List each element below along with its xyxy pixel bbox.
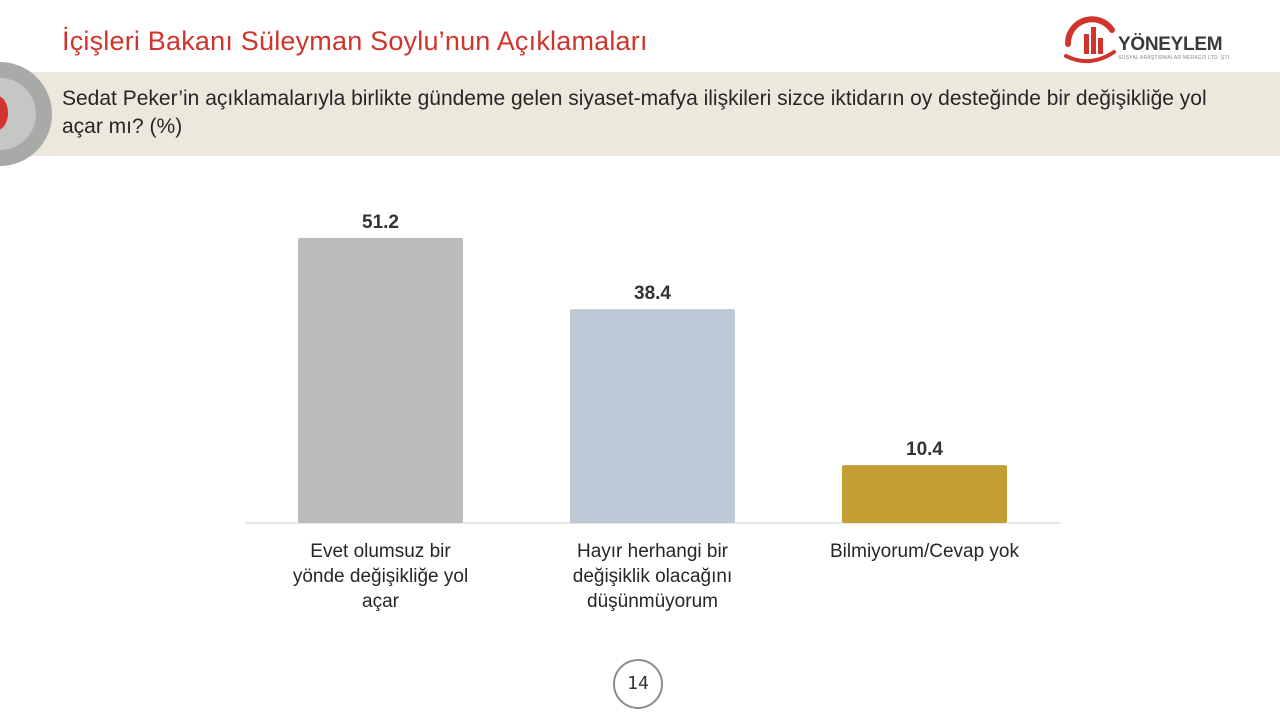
category-label-2: Bilmiyorum/Cevap yok bbox=[830, 541, 1019, 562]
category-label-line: açar bbox=[362, 591, 400, 612]
category-label-line: Hayır herhangi bir bbox=[577, 541, 729, 562]
category-label-line: düşünmüyorum bbox=[587, 591, 718, 612]
slide-title: İçişleri Bakanı Süleyman Soylu’nun Açıkl… bbox=[62, 26, 648, 56]
bar-value-label-1: 38.4 bbox=[634, 283, 671, 304]
page-number: 14 bbox=[613, 659, 663, 709]
category-label-0: Evet olumsuz bir yönde değişikliğe yol aça… bbox=[293, 541, 468, 612]
question-text: Sedat Peker’in açıklamalarıyla birlikte … bbox=[62, 87, 1207, 138]
category-label-line: Bilmiyorum/Cevap yok bbox=[830, 541, 1019, 562]
category-label-line: değişiklik olacağını bbox=[573, 566, 732, 587]
bar-0 bbox=[298, 237, 463, 524]
bar-2 bbox=[842, 465, 1007, 523]
category-label-line: Evet olumsuz bir bbox=[310, 541, 451, 562]
category-label-line: yönde değişikliğe yol bbox=[293, 566, 468, 587]
logo-subtitle: SOSYAL ARAŞTIRMALAR MERKEZİ LTD. ŞTİ. bbox=[1118, 55, 1231, 61]
category-label-1: Hayır herhangi bir değişiklik olacağını dü… bbox=[573, 541, 732, 612]
logo-name: YÖNEYLEM bbox=[1118, 34, 1223, 55]
logo-emblem-icon bbox=[1064, 16, 1116, 64]
question-band bbox=[0, 72, 1280, 156]
bar-value-label-2: 10.4 bbox=[906, 439, 943, 460]
bar-1 bbox=[570, 309, 735, 523]
bar-value-label-0: 51.2 bbox=[362, 212, 399, 233]
band-dot-decoration bbox=[0, 96, 8, 130]
yoneylem-logo: YÖNEYLEM SOSYAL ARAŞTIRMALAR MERKEZİ LTD… bbox=[1060, 12, 1231, 68]
